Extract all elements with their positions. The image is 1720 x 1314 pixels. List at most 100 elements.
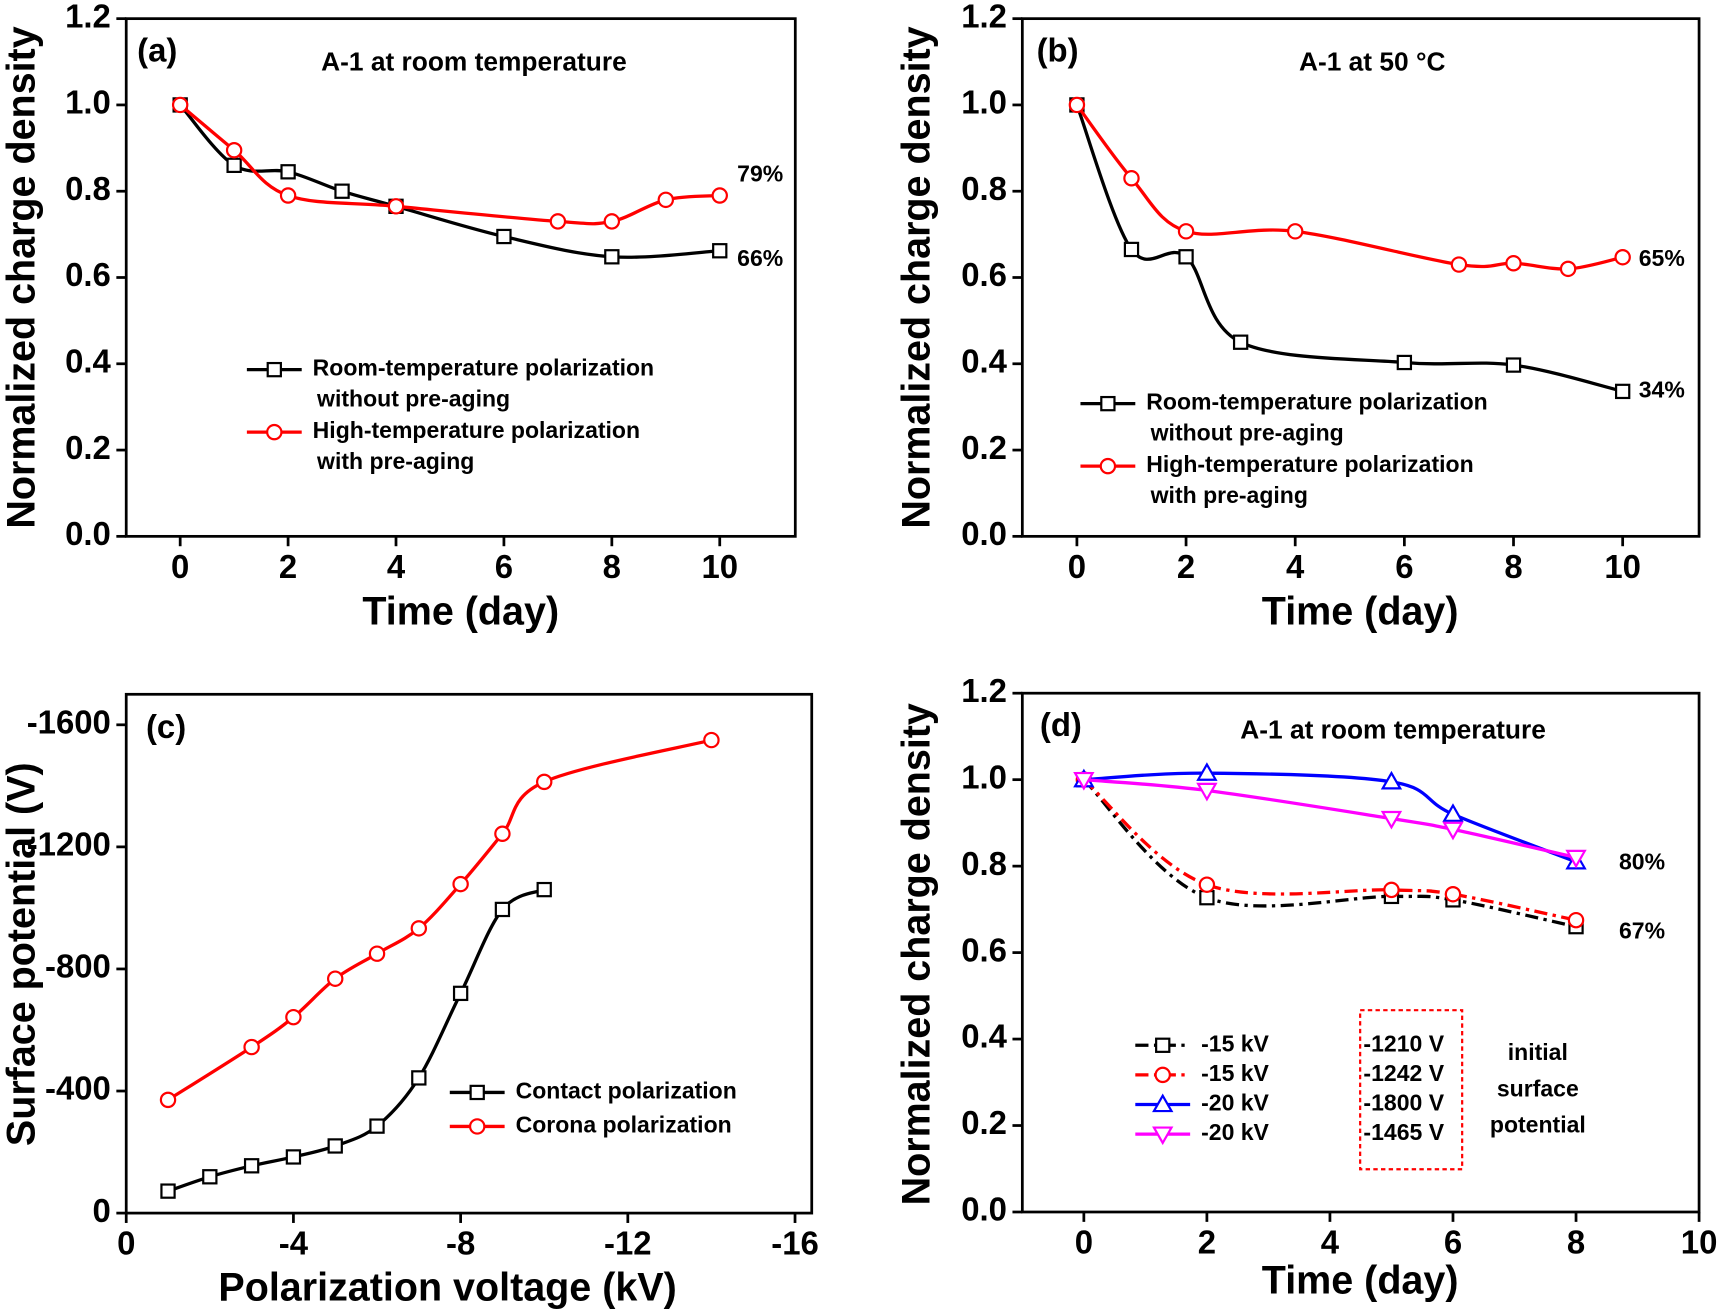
series-line [167, 888, 545, 1193]
marker [387, 198, 405, 215]
marker [711, 187, 728, 204]
marker [703, 731, 720, 749]
y-tick-label: 0.0 [961, 1191, 1007, 1228]
marker [1565, 849, 1587, 869]
x-tick-label: 0 [1068, 548, 1086, 585]
legend-label: Contact polarization [516, 1078, 737, 1104]
marker [369, 1118, 385, 1134]
marker [1123, 241, 1140, 258]
marker [1123, 170, 1140, 187]
panel-title: A-1 at room temperature [321, 47, 627, 77]
y-tick-label: 1.2 [961, 0, 1007, 34]
x-tick-label: -12 [604, 1225, 652, 1262]
legend-label: Corona polarization [516, 1112, 732, 1138]
marker [226, 157, 242, 174]
legend-label: -20 kV [1201, 1119, 1269, 1145]
x-tick-label: 4 [1286, 548, 1305, 585]
marker [1196, 782, 1218, 802]
marker [1073, 771, 1095, 791]
series-line [178, 103, 720, 259]
marker [411, 1070, 427, 1086]
annotation: 65% [1639, 245, 1685, 271]
marker [202, 1169, 218, 1185]
series-line [1083, 771, 1577, 864]
y-tick-label: 1.2 [65, 0, 111, 34]
legend-marker [1100, 395, 1116, 412]
plot-frame [124, 692, 814, 1215]
legend-marker [1155, 1037, 1171, 1053]
y-tick-label: 0.8 [961, 170, 1007, 207]
marker [604, 249, 620, 265]
y-tick-label: 1.2 [961, 672, 1007, 709]
series-line [1075, 104, 1624, 393]
legend-label: High-temperature polarization [313, 417, 640, 443]
marker [1444, 886, 1462, 903]
x-tick-label: 6 [1444, 1224, 1462, 1261]
x-tick-label: -4 [279, 1225, 309, 1262]
legend-marker [266, 423, 283, 441]
plot-frame [1020, 691, 1701, 1214]
marker [535, 773, 553, 791]
box-label: -1242 V [1363, 1060, 1444, 1086]
y-tick-label: -1200 [27, 826, 111, 863]
x-tick-label: 6 [1395, 548, 1413, 585]
panel-tag: (c) [146, 708, 186, 745]
legend-label: -15 kV [1201, 1030, 1269, 1056]
box-label: -1210 V [1363, 1030, 1444, 1056]
x-tick-label: 4 [1321, 1224, 1340, 1261]
legend-label: -20 kV [1201, 1090, 1269, 1116]
marker [285, 1149, 302, 1165]
marker [603, 213, 621, 230]
marker [1178, 249, 1194, 265]
marker [159, 1091, 177, 1109]
legend-label: with pre-aging [1150, 482, 1308, 508]
marker [496, 228, 512, 245]
marker [1232, 334, 1249, 350]
y-tick-label: -800 [45, 948, 111, 985]
marker [285, 1008, 302, 1026]
x-tick-label: 8 [603, 548, 621, 585]
y-tick-label: 0.2 [65, 429, 111, 466]
series-line [1082, 778, 1577, 929]
marker [160, 1183, 176, 1199]
marker [368, 945, 386, 962]
marker [1380, 770, 1403, 790]
x-tick-label: 8 [1504, 548, 1522, 585]
y-tick-label: 0 [93, 1192, 111, 1229]
y-tick-label: 0.4 [961, 1018, 1007, 1055]
x-tick-label: 2 [279, 548, 297, 585]
y-tick-label: 0.2 [961, 1104, 1007, 1141]
panel-tag: (b) [1037, 31, 1079, 68]
x-tick-label: 0 [117, 1225, 135, 1262]
marker [1614, 383, 1631, 400]
marker [1396, 354, 1413, 371]
note: initial [1508, 1039, 1568, 1065]
box-label: -1800 V [1363, 1090, 1444, 1116]
x-tick-label: 0 [1075, 1224, 1093, 1261]
x-tick-label: 4 [387, 548, 406, 585]
marker [243, 1158, 260, 1174]
legend-marker [1099, 457, 1117, 475]
y-tick-label: 0.0 [65, 515, 111, 552]
y-tick-label: 0.8 [961, 845, 1007, 882]
marker [1383, 881, 1400, 899]
y-axis-label: Normalized charge density [895, 703, 939, 1205]
marker [657, 191, 675, 209]
marker [279, 187, 297, 204]
annotation: 66% [737, 245, 783, 271]
y-tick-label: 0.4 [65, 342, 111, 379]
y-tick-label: 0.0 [961, 515, 1007, 552]
series-line [1075, 103, 1624, 271]
legend-marker [1152, 1093, 1174, 1113]
marker [1450, 256, 1468, 273]
marker [327, 1138, 343, 1154]
x-tick-label: 6 [495, 548, 513, 585]
marker [1380, 810, 1403, 830]
annotation: 79% [737, 161, 783, 187]
marker [225, 142, 243, 159]
legend-label: without pre-aging [316, 385, 510, 411]
marker [1442, 803, 1464, 822]
legend-marker [1154, 1066, 1171, 1084]
marker [1198, 876, 1216, 893]
marker [410, 920, 428, 937]
